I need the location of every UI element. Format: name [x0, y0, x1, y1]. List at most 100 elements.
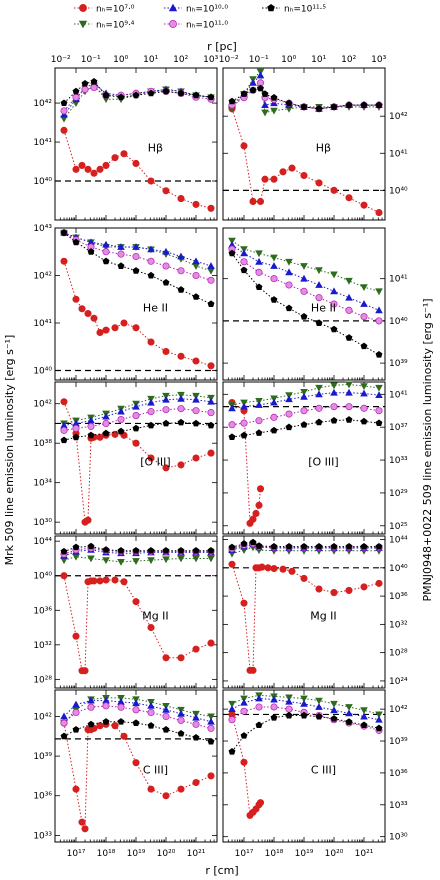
- data-point: [360, 313, 368, 321]
- data-point: [72, 165, 80, 173]
- x-tick-label-top: 10⁻¹: [249, 55, 269, 65]
- data-point: [162, 395, 170, 403]
- data-point: [255, 694, 263, 702]
- data-point: [345, 381, 353, 389]
- data-point: [72, 433, 80, 441]
- data-point: [270, 254, 278, 262]
- y-tick-label: 10³⁶: [389, 592, 408, 602]
- y-tick-label: 10⁴⁰: [389, 564, 408, 574]
- data-point: [285, 697, 293, 705]
- data-point: [285, 304, 293, 312]
- data-point: [345, 101, 353, 109]
- data-point: [102, 546, 110, 553]
- data-point: [207, 362, 215, 370]
- data-point: [72, 93, 80, 101]
- data-point: [300, 263, 308, 270]
- data-point: [270, 413, 278, 421]
- data-point: [60, 398, 68, 406]
- emission-line-label: He II: [143, 302, 168, 315]
- series-s70: [60, 126, 215, 212]
- data-point: [345, 709, 353, 717]
- data-point: [147, 257, 155, 265]
- data-point: [345, 194, 353, 202]
- data-point: [177, 252, 185, 260]
- y-tick-label: 10³²: [389, 620, 408, 630]
- data-point: [192, 91, 200, 99]
- data-point: [111, 324, 119, 332]
- data-point: [60, 572, 68, 580]
- y-tick-label: 10³³: [389, 801, 408, 811]
- data-point: [207, 547, 215, 554]
- data-point: [120, 578, 128, 586]
- data-point: [72, 632, 80, 640]
- x-tick-label-bottom: 10¹⁹: [295, 849, 314, 859]
- data-point: [270, 426, 278, 434]
- data-point: [330, 715, 338, 722]
- data-point: [132, 699, 140, 707]
- data-point: [330, 271, 338, 279]
- data-point: [72, 543, 80, 551]
- legend-item: nₕ=10¹¹·⁰: [164, 20, 228, 31]
- data-point: [147, 245, 155, 253]
- data-point: [120, 319, 128, 327]
- data-point: [60, 107, 68, 115]
- data-point: [240, 258, 248, 266]
- data-point: [207, 772, 215, 780]
- series-s94: [60, 229, 215, 275]
- legend-label: nₕ=10⁷·⁰: [96, 5, 135, 15]
- legend-item: nₕ=10⁷·⁰: [74, 4, 135, 15]
- data-point: [162, 262, 170, 270]
- data-point: [162, 712, 170, 720]
- data-point: [90, 83, 98, 92]
- data-point: [102, 557, 110, 565]
- data-point: [132, 598, 140, 606]
- data-point: [177, 394, 185, 402]
- series-line: [63, 547, 211, 555]
- data-point: [192, 271, 200, 280]
- data-point: [256, 71, 265, 79]
- data-point: [345, 542, 353, 550]
- data-point: [375, 351, 383, 358]
- panel: 10⁴⁰ 10⁴¹ 10⁴² Hβ: [33, 67, 218, 221]
- y-tick-label: 10⁴²: [33, 99, 52, 109]
- data-point: [255, 417, 263, 425]
- data-point: [315, 703, 323, 710]
- data-point: [315, 384, 323, 392]
- series-s110: [60, 83, 215, 115]
- series-line: [63, 421, 212, 441]
- data-point: [207, 409, 215, 417]
- y-tick-label: 10³²: [33, 641, 52, 651]
- data-point: [207, 204, 215, 212]
- data-point: [78, 818, 86, 826]
- y-tick-label: 10⁴¹: [33, 138, 52, 148]
- data-point: [132, 439, 140, 447]
- data-point: [147, 398, 155, 406]
- data-point: [87, 248, 95, 255]
- data-point: [228, 433, 236, 440]
- data-point: [261, 175, 269, 183]
- series-line: [231, 419, 380, 438]
- data-point: [147, 722, 155, 729]
- data-point: [375, 711, 383, 719]
- data-point: [360, 712, 368, 720]
- data-point: [228, 421, 236, 429]
- y-tick-label: 10³⁹: [33, 752, 52, 762]
- data-point: [60, 436, 68, 444]
- data-point: [240, 402, 248, 410]
- data-point: [87, 422, 95, 430]
- data-point: [192, 200, 200, 208]
- y-tick-label: 10⁴⁰: [33, 572, 52, 582]
- data-point: [228, 560, 236, 568]
- data-point: [162, 406, 170, 414]
- series-s100: [60, 228, 215, 269]
- data-point: [192, 454, 200, 462]
- panel: 10³⁰ 10³⁴ 10³⁸ 10⁴² [O III]: [33, 381, 218, 535]
- legend-marker: [169, 20, 177, 28]
- data-point: [375, 407, 383, 415]
- series-line: [231, 253, 380, 356]
- y-tick-label: 10⁴⁰: [33, 177, 52, 187]
- data-point: [147, 557, 155, 565]
- data-point: [147, 547, 155, 554]
- series-s110: [228, 245, 383, 325]
- data-point: [102, 257, 110, 265]
